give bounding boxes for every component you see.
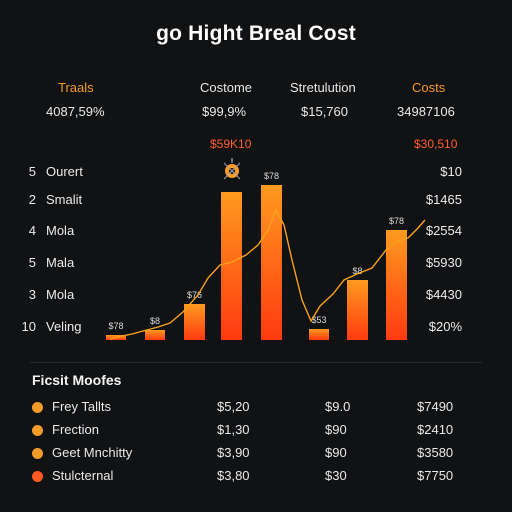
header-value-costome: $99,9% bbox=[202, 104, 247, 119]
bar-2 bbox=[145, 330, 165, 340]
legend-c1-1: $5,20 bbox=[217, 399, 250, 414]
header-label-costs: Costs bbox=[412, 80, 446, 95]
divider bbox=[30, 362, 482, 363]
bar-6 bbox=[309, 329, 329, 340]
row-4-num: 5 bbox=[28, 255, 36, 270]
bar-1 bbox=[106, 335, 126, 340]
row-1: 5 Ourert bbox=[18, 164, 83, 179]
header-value-stretulution: $15,760 bbox=[301, 104, 348, 119]
row-3: 4 Mola bbox=[18, 223, 74, 238]
legend-c3-4: $7750 bbox=[417, 468, 454, 483]
alert-icon bbox=[223, 158, 241, 180]
row-6-num: 10 bbox=[21, 319, 36, 334]
row-6: 10 Veling bbox=[18, 319, 82, 334]
legend-row-4: Stulcternal $3,80 $30 $7750 bbox=[32, 468, 482, 486]
row-6-label: Veling bbox=[46, 319, 82, 334]
legend-c2-1: $9.0 bbox=[325, 399, 351, 414]
legend-dot-4 bbox=[32, 471, 43, 482]
row-4: 5 Mala bbox=[18, 255, 74, 270]
legend-c3-2: $2410 bbox=[417, 422, 454, 437]
bar-5 bbox=[261, 185, 282, 340]
row-2-right: $1465 bbox=[425, 192, 462, 207]
row-5-label: Mola bbox=[46, 287, 75, 302]
bar-label-5: $78 bbox=[264, 171, 279, 181]
legend-c1-4: $3,80 bbox=[217, 468, 250, 483]
legend-row-3: Geet Mnchitty $3,90 $90 $3580 bbox=[32, 445, 482, 463]
bar-label-6: $53 bbox=[311, 315, 326, 325]
bar-4 bbox=[221, 192, 242, 340]
bar-3 bbox=[184, 304, 205, 340]
header-value-costs: 34987106 bbox=[397, 104, 455, 119]
page-title: go Hight Breal Cost bbox=[156, 22, 356, 45]
legend-name-3: Geet Mnchitty bbox=[52, 445, 133, 460]
header-label-stretulution: Stretulution bbox=[290, 80, 356, 95]
legend-c3-1: $7490 bbox=[417, 399, 454, 414]
legend-title: Ficsit Moofes bbox=[32, 372, 122, 388]
row-2: 2 Smalit bbox=[18, 192, 82, 207]
header-label-costome: Costome bbox=[200, 80, 253, 95]
header-label-traals: Traals bbox=[58, 80, 94, 95]
legend-c2-4: $30 bbox=[325, 468, 347, 483]
marker-left: $59K10 bbox=[210, 137, 252, 151]
bar-label-7: $8 bbox=[352, 266, 362, 276]
row-4-label: Mala bbox=[46, 255, 75, 270]
row-2-label: Smalit bbox=[46, 192, 83, 207]
row-1-num: 5 bbox=[28, 164, 36, 179]
bar-label-1: $78 bbox=[108, 321, 123, 331]
header-value-traals: 4087,59% bbox=[46, 104, 105, 119]
legend-name-4: Stulcternal bbox=[52, 468, 114, 483]
legend-c1-2: $1,30 bbox=[217, 422, 250, 437]
legend-dot-1 bbox=[32, 402, 43, 413]
legend-name-1: Frey Tallts bbox=[52, 399, 111, 414]
legend-c2-2: $90 bbox=[325, 422, 347, 437]
legend-dot-2 bbox=[32, 425, 43, 436]
bar-label-2: $8 bbox=[150, 316, 160, 326]
row-3-label: Mola bbox=[46, 223, 75, 238]
row-1-label: Ourert bbox=[46, 164, 83, 179]
legend-c2-3: $90 bbox=[325, 445, 347, 460]
legend-row-2: Frection $1,30 $90 $2410 bbox=[32, 422, 482, 440]
row-4-right: $5930 bbox=[425, 255, 462, 270]
marker-right: $30,510 bbox=[414, 137, 458, 151]
row-2-num: 2 bbox=[28, 192, 36, 207]
legend-c1-3: $3,90 bbox=[217, 445, 250, 460]
bar-label-3: $76 bbox=[187, 290, 202, 300]
row-3-num: 4 bbox=[28, 223, 36, 238]
row-6-right: $20% bbox=[428, 319, 462, 334]
legend-dot-3 bbox=[32, 448, 43, 459]
bar-7 bbox=[347, 280, 368, 340]
row-1-right: $10 bbox=[440, 164, 462, 179]
legend-name-2: Frection bbox=[52, 422, 99, 437]
row-5: 3 Mola bbox=[18, 287, 74, 302]
row-5-num: 3 bbox=[28, 287, 36, 302]
row-3-right: $2554 bbox=[425, 223, 462, 238]
row-5-right: $4430 bbox=[425, 287, 462, 302]
legend-c3-3: $3580 bbox=[417, 445, 454, 460]
legend-row-1: Frey Tallts $5,20 $9.0 $7490 bbox=[32, 399, 482, 417]
